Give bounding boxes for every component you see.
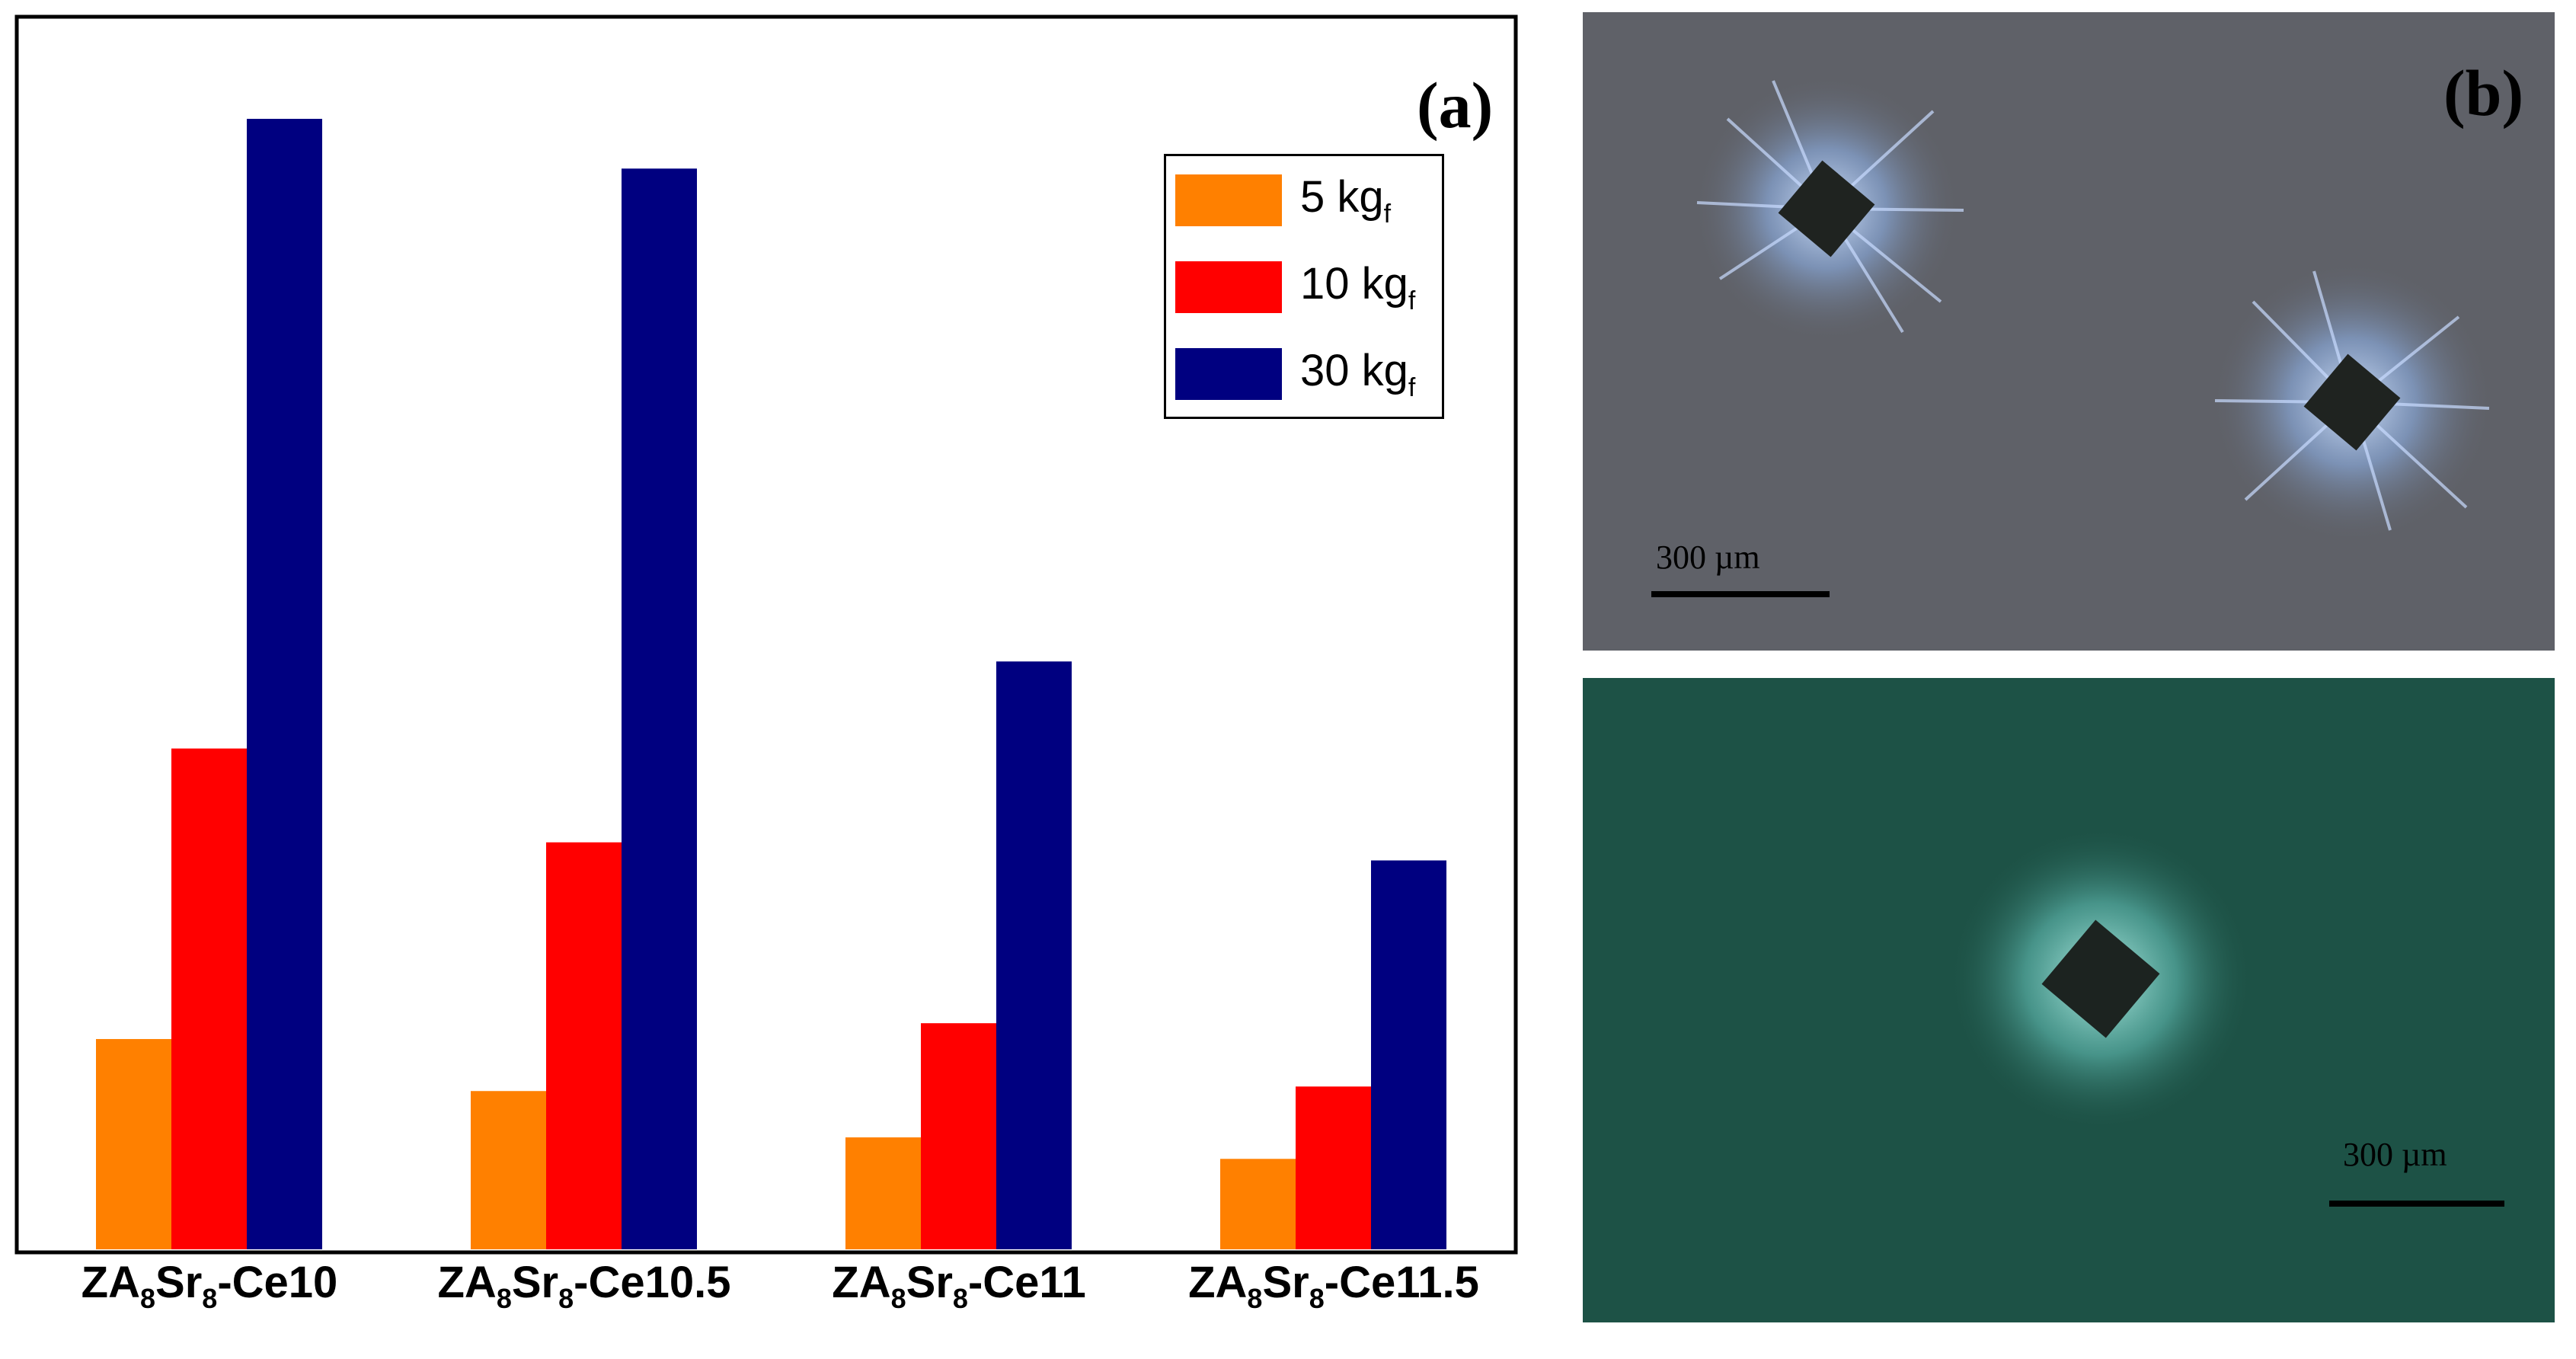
bar-4-series-3 [1371, 860, 1446, 1249]
bar-2-series-1 [471, 1091, 546, 1249]
legend-label: 30 kgf [1300, 346, 1416, 402]
micrograph-bottom: 300 µm [1583, 678, 2555, 1322]
scale-bar-bottom [2329, 1201, 2504, 1207]
scale-bar-top [1651, 591, 1830, 597]
bar-1-series-2 [171, 748, 247, 1249]
legend-swatch [1175, 348, 1282, 400]
bar-2-series-3 [622, 168, 697, 1249]
bar-3-series-3 [996, 661, 1072, 1249]
bar-3-series-2 [921, 1023, 996, 1249]
micrograph-top: 300 µm [1583, 12, 2555, 651]
legend-item-1: 5 kgf [1175, 172, 1392, 229]
chart-legend: 5 kgf 10 kgf 30 kgf [1164, 154, 1444, 419]
category-label-1: ZA8Sr8-Ce10 [81, 1258, 338, 1314]
panel-label-a: (a) [1417, 69, 1494, 142]
legend-item-3: 30 kgf [1175, 346, 1416, 402]
bar-1-series-1 [96, 1038, 171, 1249]
legend-swatch [1175, 261, 1282, 313]
bar-2-series-2 [546, 842, 622, 1249]
micrograph-bottom-image [1583, 678, 2555, 1322]
bar-4-series-2 [1296, 1086, 1371, 1249]
scale-label-bottom: 300 µm [2343, 1136, 2447, 1173]
category-label-2: ZA8Sr8-Ce10.5 [437, 1258, 731, 1314]
bar-group [96, 119, 1446, 1249]
bar-1-series-3 [247, 119, 322, 1249]
category-label-3: ZA8Sr8-Ce11 [832, 1258, 1086, 1314]
micrograph-top-image [1583, 12, 2555, 651]
bar-4-series-1 [1220, 1159, 1296, 1249]
legend-label: 5 kgf [1300, 172, 1392, 229]
bar-3-series-1 [845, 1137, 921, 1249]
legend-label: 10 kgf [1300, 259, 1416, 315]
category-label-4: ZA8Sr8-Ce11.5 [1188, 1258, 1479, 1314]
legend-item-2: 10 kgf [1175, 259, 1416, 315]
legend-swatch [1175, 174, 1282, 226]
scale-label-top: 300 µm [1656, 539, 1760, 576]
panel-label-b: (b) [2443, 56, 2524, 130]
